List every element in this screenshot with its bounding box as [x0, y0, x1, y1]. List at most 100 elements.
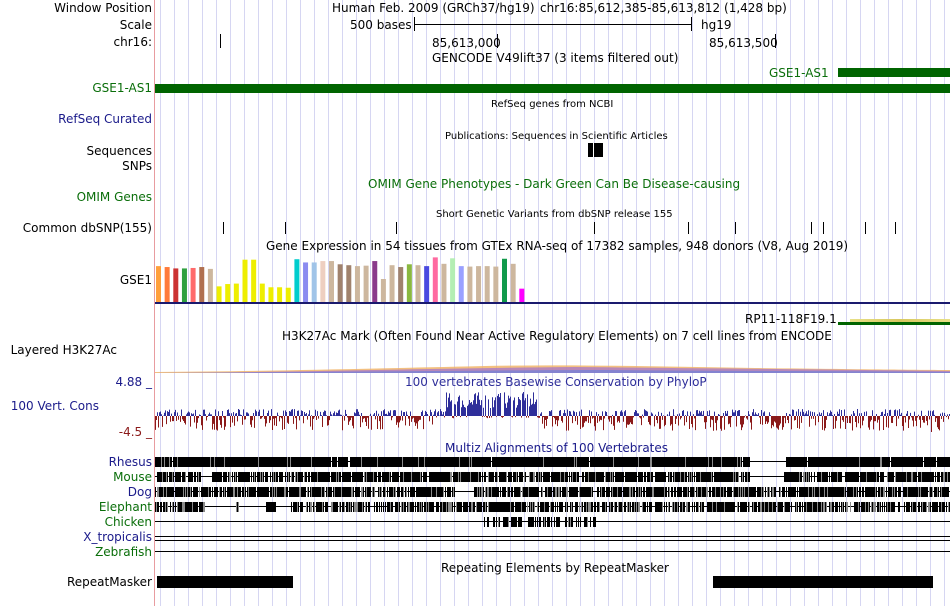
- alignment-base: [906, 472, 907, 482]
- gtex-tissue-bar: [277, 287, 283, 302]
- alignment-base: [534, 457, 535, 467]
- gencode-track-label[interactable]: GSE1-AS1: [92, 81, 152, 95]
- alignment-base: [438, 502, 439, 512]
- alignment-base: [241, 457, 242, 467]
- alignment-base: [273, 502, 274, 512]
- h3k27ac-signal[interactable]: [155, 358, 950, 374]
- species-zebrafish-label[interactable]: Zebrafish: [95, 545, 152, 559]
- snp-tick[interactable]: [811, 222, 812, 234]
- rp11-gene-label[interactable]: RP11-118F19.1: [745, 312, 837, 326]
- gtex-expression-bars[interactable]: [155, 254, 950, 306]
- species-elephant-label[interactable]: Elephant: [98, 500, 152, 514]
- gse1-as1-feature[interactable]: [155, 84, 950, 93]
- alignment-base: [431, 472, 432, 482]
- alignment-base: [390, 457, 391, 467]
- alignment-base: [370, 472, 371, 482]
- alignment-base: [807, 472, 808, 482]
- alignment-base: [456, 457, 457, 467]
- alignment-base: [176, 457, 177, 467]
- alignment-base: [428, 502, 429, 512]
- alignment-base: [340, 502, 341, 512]
- gse1-as1-feature-right[interactable]: [838, 68, 950, 77]
- species-dog-label[interactable]: Dog: [127, 485, 152, 499]
- snp-tick[interactable]: [688, 222, 689, 234]
- alignment-base: [920, 472, 921, 482]
- snp-tick[interactable]: [396, 222, 397, 234]
- publications-track-label[interactable]: Sequences: [86, 144, 152, 158]
- alignment-base: [215, 457, 216, 467]
- alignment-base: [479, 457, 480, 467]
- alignment-base: [843, 502, 844, 512]
- alignment-base: [352, 457, 353, 467]
- alignment-base: [655, 457, 656, 467]
- gtex-track-label[interactable]: GSE1: [119, 273, 152, 287]
- alignment-base: [470, 457, 471, 467]
- alignment-base: [238, 502, 239, 512]
- alignment-base: [947, 472, 948, 482]
- alignment-base: [740, 487, 741, 497]
- alignment-base: [642, 472, 643, 482]
- alignment-base: [850, 502, 851, 512]
- publication-sequence-feature[interactable]: [588, 143, 603, 157]
- alignment-base: [535, 487, 536, 497]
- alignment-base: [305, 487, 306, 497]
- alignment-base: [643, 487, 644, 497]
- alignment-base: [701, 457, 702, 467]
- multiz-alignments[interactable]: [155, 455, 950, 561]
- gtex-tissue-bar: [467, 266, 473, 302]
- alignment-base: [855, 487, 856, 497]
- alignment-base: [349, 487, 350, 497]
- alignment-base: [891, 487, 892, 497]
- alignment-base: [190, 502, 191, 512]
- snp-tick[interactable]: [285, 222, 286, 234]
- alignment-base: [671, 472, 672, 482]
- species-x-tropicalis-label[interactable]: X_tropicalis: [83, 530, 152, 544]
- alignment-base: [696, 472, 697, 482]
- rp11-gene-feature[interactable]: [838, 322, 950, 325]
- alignment-base: [648, 457, 649, 467]
- snp-tick[interactable]: [223, 222, 224, 234]
- alignment-base: [759, 487, 760, 497]
- alignment-base: [733, 487, 734, 497]
- repeat-element[interactable]: [713, 576, 933, 588]
- alignment-base: [466, 457, 467, 467]
- phylop-conservation-plot[interactable]: [155, 390, 950, 442]
- species-rhesus-label[interactable]: Rhesus: [108, 455, 152, 469]
- dbsnp-track-label[interactable]: Common dbSNP(155): [22, 221, 152, 235]
- alignment-base: [179, 457, 180, 467]
- alignment-base: [291, 472, 292, 482]
- refseq-track-label[interactable]: RefSeq Curated: [58, 112, 152, 126]
- alignment-base: [848, 457, 849, 467]
- alignment-base: [573, 472, 574, 482]
- snp-tick[interactable]: [594, 222, 595, 234]
- alignment-base: [384, 472, 385, 482]
- alignment-base: [917, 457, 918, 467]
- alignment-base: [424, 472, 425, 482]
- h3k27ac-track-label[interactable]: Layered H3K27Ac: [10, 343, 117, 357]
- alignment-base: [267, 502, 268, 512]
- alignment-base: [707, 472, 708, 482]
- snp-tick[interactable]: [865, 222, 866, 234]
- alignment-base: [910, 457, 911, 467]
- browser-image[interactable]: Human Feb. 2009 (GRCh37/hg19) chr16:85,6…: [155, 0, 950, 606]
- alignment-base: [388, 457, 389, 467]
- alignment-base: [945, 472, 946, 482]
- alignment-base: [938, 472, 939, 482]
- omim-track-label[interactable]: OMIM Genes: [76, 190, 152, 204]
- repeatmasker-track-label[interactable]: RepeatMasker: [66, 575, 152, 589]
- alignment-base: [737, 502, 738, 512]
- alignment-base: [830, 457, 831, 467]
- alignment-base: [636, 457, 637, 467]
- snp-tick[interactable]: [823, 222, 824, 234]
- gencode-item-label[interactable]: GSE1-AS1: [769, 66, 829, 80]
- species-mouse-label[interactable]: Mouse: [113, 470, 152, 484]
- alignment-base: [319, 502, 320, 512]
- species-chicken-label[interactable]: Chicken: [104, 515, 152, 529]
- snps-label[interactable]: SNPs: [122, 159, 152, 173]
- snp-tick[interactable]: [735, 222, 736, 234]
- snp-tick[interactable]: [895, 222, 896, 234]
- repeat-element[interactable]: [157, 576, 293, 588]
- alignment-base: [317, 472, 318, 482]
- conservation-track-label[interactable]: 100 Vert. Cons: [10, 399, 99, 413]
- alignment-base: [165, 502, 166, 512]
